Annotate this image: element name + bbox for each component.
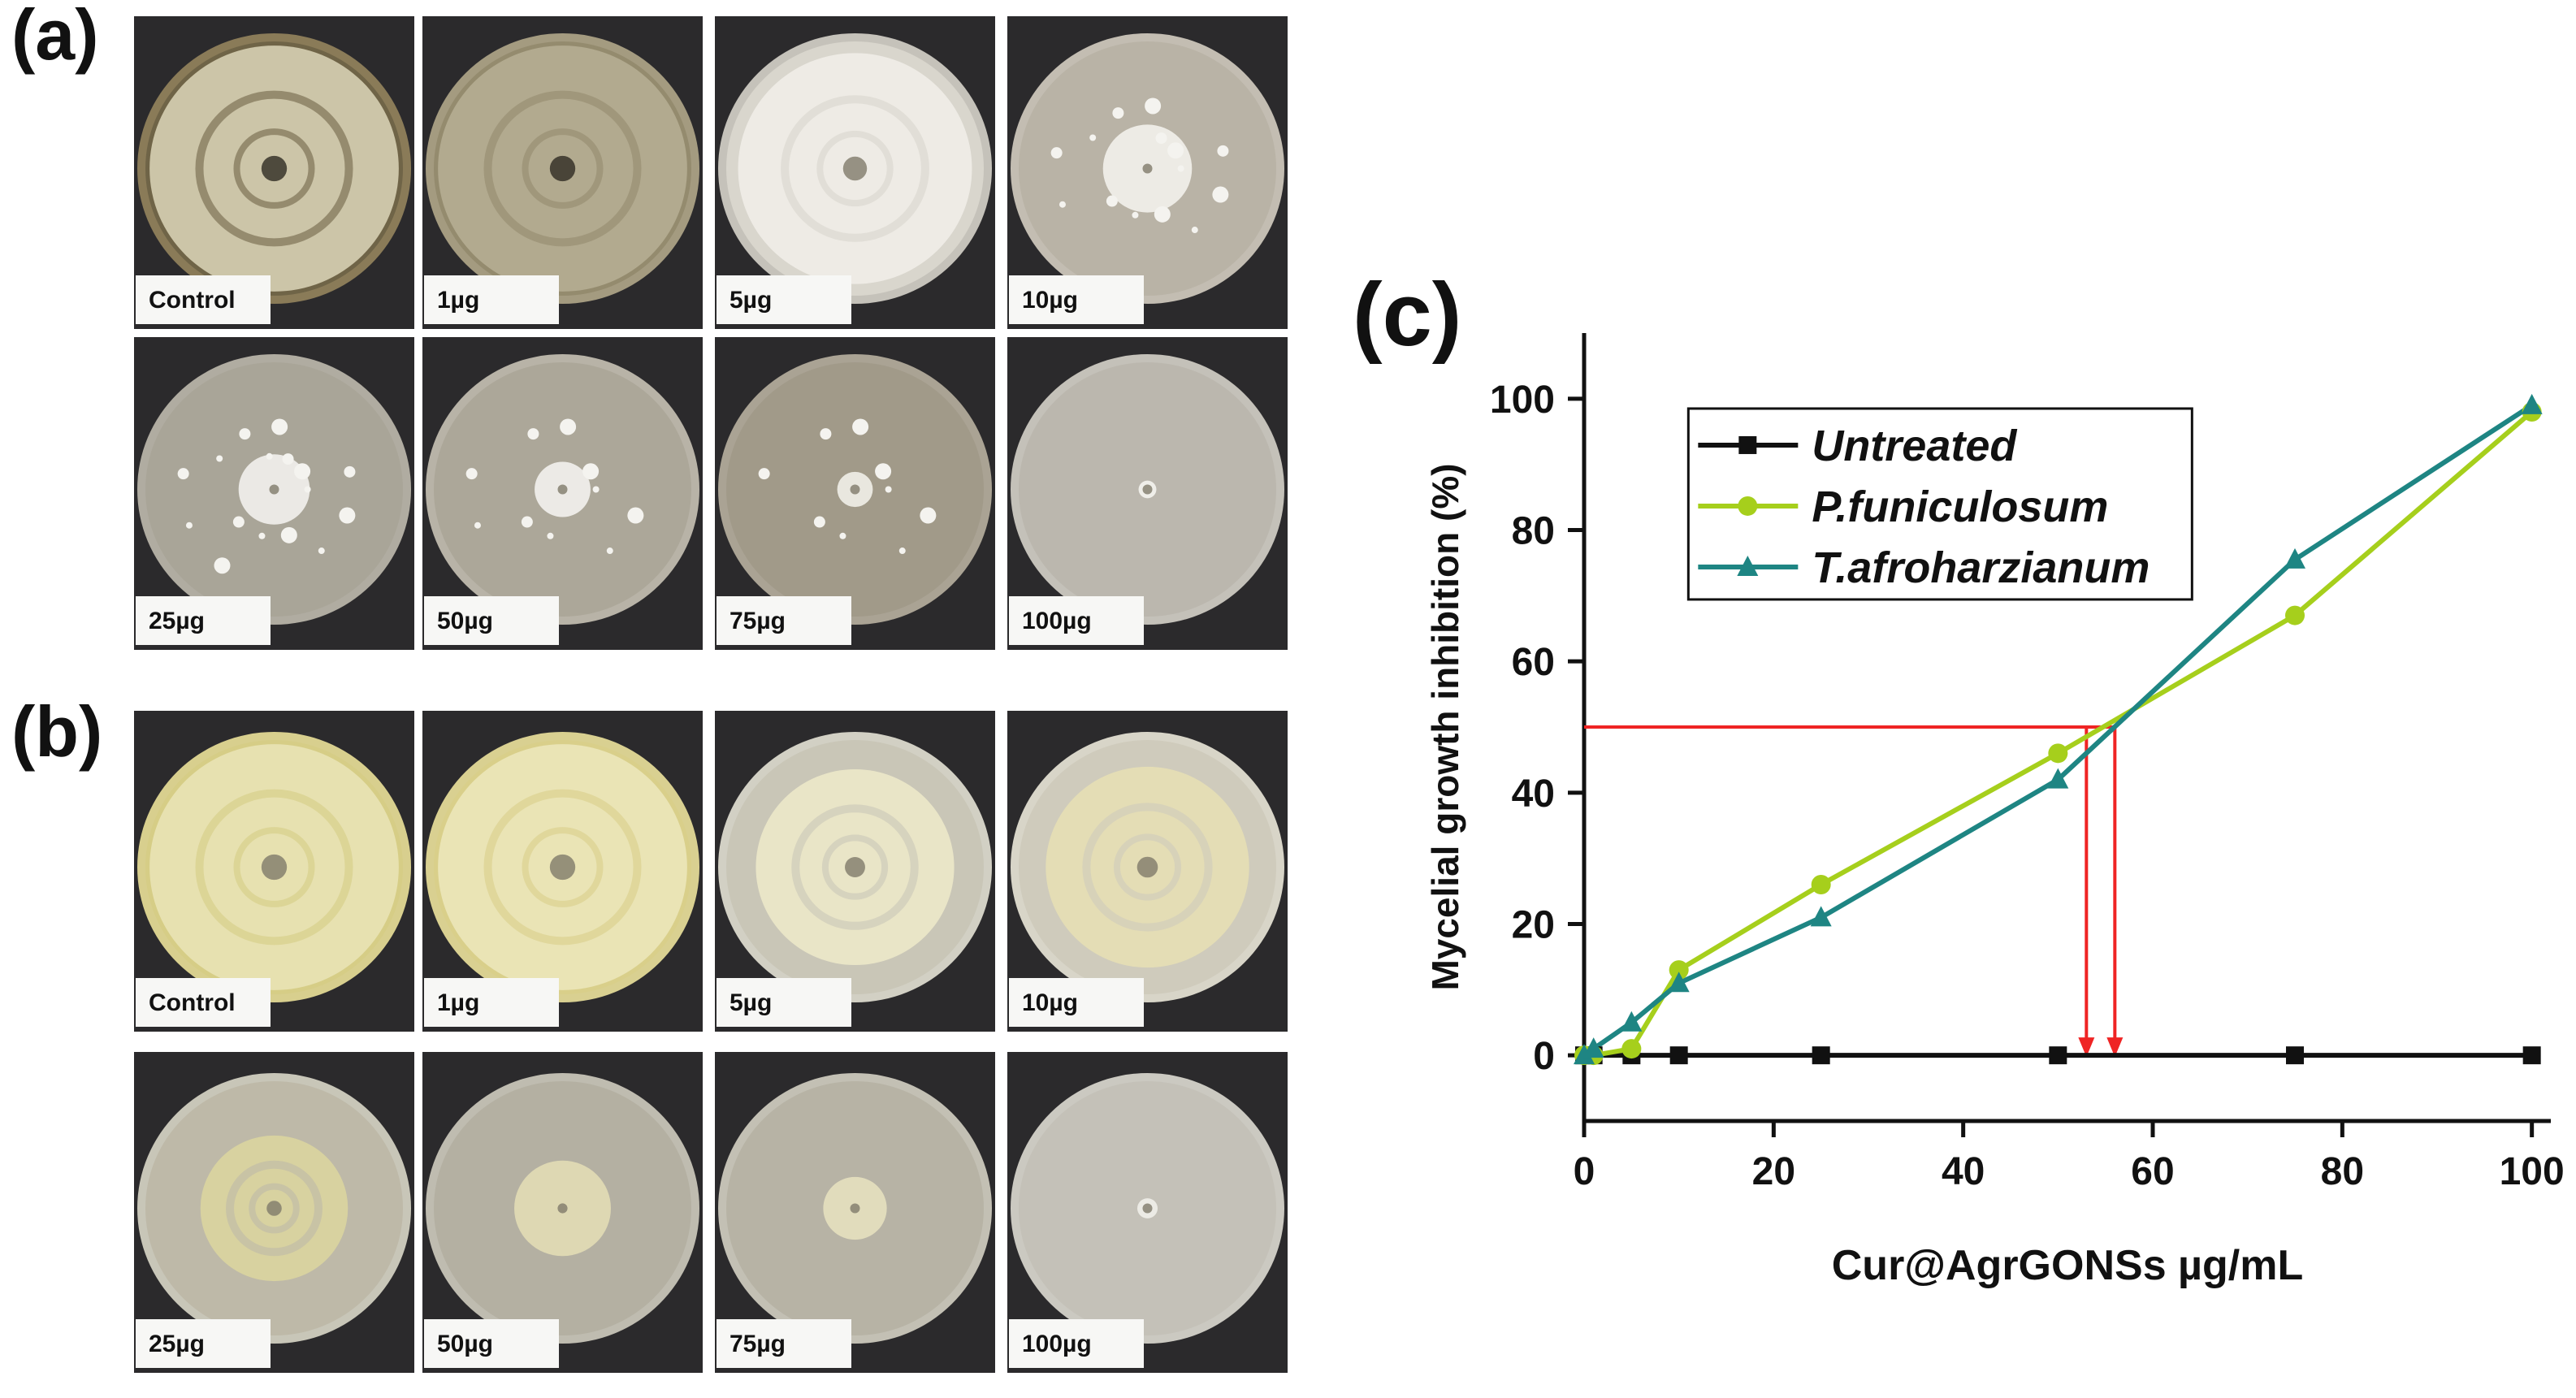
plate-a-7: 75µg [715,337,995,650]
legend-label: P.funiculosum [1812,483,2108,531]
data-point [1738,435,1757,454]
plate-a-2: 1µg [422,16,703,329]
x-axis-label: Cur@AgrGONSs µg/mL [1832,1242,2303,1289]
x-tick-label: 60 [2131,1150,2174,1193]
data-point [2049,1046,2067,1065]
plate-label: 1µg [424,275,559,324]
plate-label: Control [136,275,271,324]
plate-a-8: 100µg [1007,337,1288,650]
data-point [2285,605,2305,625]
data-point [2286,1046,2304,1065]
ic50-arrowhead [2106,1037,2124,1058]
data-point [2047,768,2069,789]
x-tick-label: 80 [2321,1150,2364,1193]
legend-label: Untreated [1812,422,2017,470]
plate-label: 100µg [1009,1319,1144,1368]
data-point [2048,743,2068,764]
y-tick-label: 0 [1533,1035,1555,1078]
data-point [1669,1046,1688,1065]
y-tick-label: 60 [1512,641,1555,684]
plate-a-6: 50µg [422,337,703,650]
y-tick-label: 100 [1490,379,1555,422]
data-point [1738,496,1758,516]
plate-label: 5µg [717,978,851,1027]
panel-a-letter: (a) [11,0,99,75]
plate-b-6: 50µg [422,1052,703,1373]
x-tick-label: 100 [2500,1150,2565,1193]
ic50-arrowhead [2078,1037,2095,1058]
data-point [1582,1037,1604,1058]
plate-b-1: Control [134,711,414,1032]
plate-a-5: 25µg [134,337,414,650]
data-point [2284,548,2305,569]
data-point [1574,1044,1595,1065]
inhibition-chart: (c) 0 20 40 60 80 100 0 20 40 60 80 100 Cur@AgrGONSs … [1353,265,2565,1289]
plate-b-2: 1µg [422,711,703,1032]
x-tick-label: 20 [1752,1150,1795,1193]
data-point [1810,906,1832,927]
data-point [2522,1046,2541,1065]
data-point [1812,1046,1830,1065]
data-point [2521,393,2543,414]
plate-label: 10µg [1009,978,1144,1027]
series-line-3 [1582,403,2534,1058]
plate-a-4: 10µg [1007,16,1288,329]
y-axis-label: Mycelial growth inhibition (%) [1424,463,1466,990]
plate-label: Control [136,978,271,1027]
plate-label: 1µg [424,978,559,1027]
legend-label: T.afroharzianum [1812,543,2150,592]
plate-label: 100µg [1009,596,1144,645]
y-tick-label: 80 [1512,510,1555,553]
x-tick-label: 0 [1574,1150,1595,1193]
data-point [1811,875,1831,894]
plate-label: 5µg [717,275,851,324]
plate-b-4: 10µg [1007,711,1288,1032]
plate-label: 75µg [717,1319,851,1368]
y-tick-label: 20 [1512,904,1555,947]
plate-b-3: 5µg [715,711,995,1032]
panel-c-letter: (c) [1353,265,1461,365]
data-point [1621,1039,1642,1059]
y-tick-label: 40 [1512,773,1555,816]
data-point [1669,960,1689,980]
plate-label: 10µg [1009,275,1144,324]
plate-b-7: 75µg [715,1052,995,1373]
data-point [1621,1011,1643,1032]
plate-b-5: 25µg [134,1052,414,1373]
data-point [1668,972,1690,993]
plate-label: 50µg [424,596,559,645]
plate-label: 50µg [424,1319,559,1368]
plate-a-3: 5µg [715,16,995,329]
plate-a-1: Control [134,16,414,329]
x-tick-label: 40 [1942,1150,1985,1193]
plate-label: 25µg [136,596,271,645]
plate-label: 25µg [136,1319,271,1368]
panel-b-letter: (b) [11,691,103,772]
data-point [1737,555,1759,576]
plate-b-8: 100µg [1007,1052,1288,1373]
plate-label: 75µg [717,596,851,645]
